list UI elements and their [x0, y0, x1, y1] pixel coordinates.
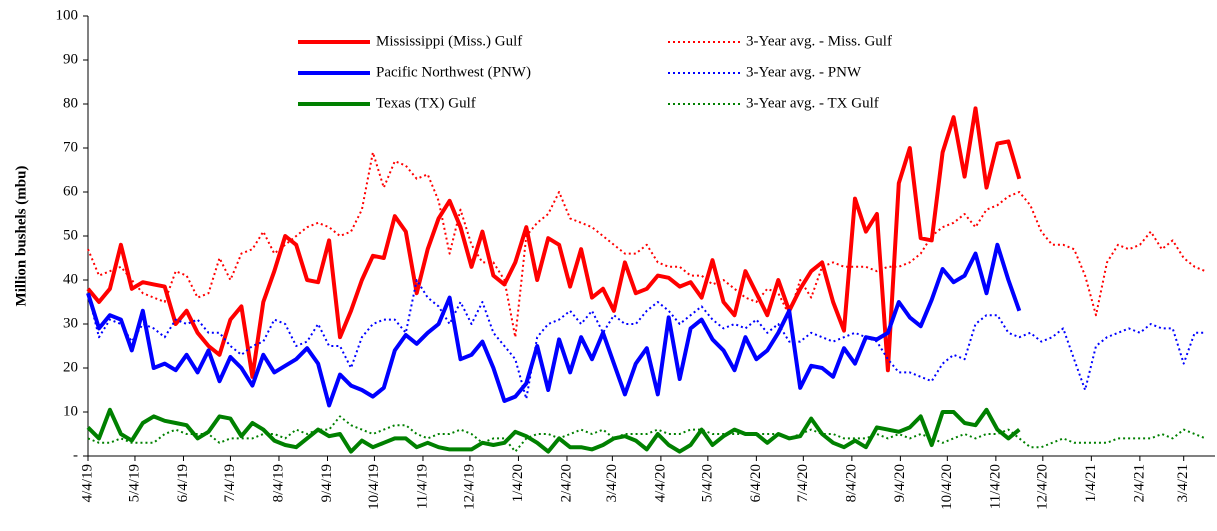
x-tick-label: 10/4/19 [366, 464, 382, 510]
legend-label: 3-Year avg. - PNW [746, 64, 862, 80]
x-tick-label: 6/4/20 [748, 464, 764, 502]
x-tick-label: 7/4/19 [222, 464, 238, 502]
x-tick-label: 11/4/20 [987, 464, 1003, 509]
x-tick-label: 3/4/21 [1175, 464, 1191, 502]
y-tick-label: 30 [63, 315, 78, 331]
legend-label: Pacific Northwest (PNW) [376, 64, 531, 80]
x-tick-label: 7/4/20 [795, 464, 811, 502]
x-tick-label: 4/4/19 [79, 464, 95, 502]
x-tick-label: 8/4/20 [843, 464, 859, 502]
y-tick-label: 70 [63, 139, 78, 155]
y-tick-label: 80 [63, 95, 78, 111]
legend-label: Texas (TX) Gulf [376, 95, 476, 111]
legend-label: 3-Year avg. - TX Gulf [746, 95, 879, 111]
x-tick-label: 5/4/19 [126, 464, 142, 502]
y-tick-label: 10 [63, 403, 78, 419]
series-line [87, 151, 1206, 339]
x-tick-label: 8/4/19 [270, 464, 286, 502]
y-tick-label: 90 [63, 51, 78, 67]
series-line [87, 415, 1206, 453]
series-line [87, 279, 1206, 400]
x-tick-label: 1/4/21 [1083, 464, 1099, 502]
y-axis-title: Million bushels (mbu) [13, 166, 29, 307]
series-line [86, 242, 1022, 408]
x-tick-label: 4/4/20 [652, 464, 668, 502]
series-line [86, 407, 1021, 454]
legend-label: Mississippi (Miss.) Gulf [376, 33, 522, 49]
y-tick-label: 100 [56, 7, 79, 23]
x-tick-label: 2/4/20 [558, 464, 574, 502]
y-tick-label: 20 [63, 359, 78, 375]
y-tick-label: 50 [63, 227, 78, 243]
x-tick-label: 9/4/20 [892, 464, 908, 502]
y-tick-label: 60 [63, 183, 78, 199]
x-tick-label: 10/4/20 [939, 464, 955, 510]
series-line [86, 106, 1022, 379]
x-tick-label: 6/4/19 [175, 464, 191, 502]
y-tick-label: - [73, 447, 78, 463]
x-tick-label: 2/4/21 [1131, 464, 1147, 502]
x-tick-label: 1/4/20 [510, 464, 526, 502]
x-tick-label: 5/4/20 [699, 464, 715, 502]
x-tick-label: 9/4/19 [319, 464, 335, 502]
x-tick-label: 3/4/20 [604, 464, 620, 502]
x-tick-label: 11/4/19 [414, 464, 430, 509]
y-tick-label: 40 [63, 271, 78, 287]
x-tick-label: 12/4/19 [461, 464, 477, 510]
legend-label: 3-Year avg. - Miss. Gulf [746, 33, 892, 49]
x-tick-label: 12/4/20 [1034, 464, 1050, 510]
